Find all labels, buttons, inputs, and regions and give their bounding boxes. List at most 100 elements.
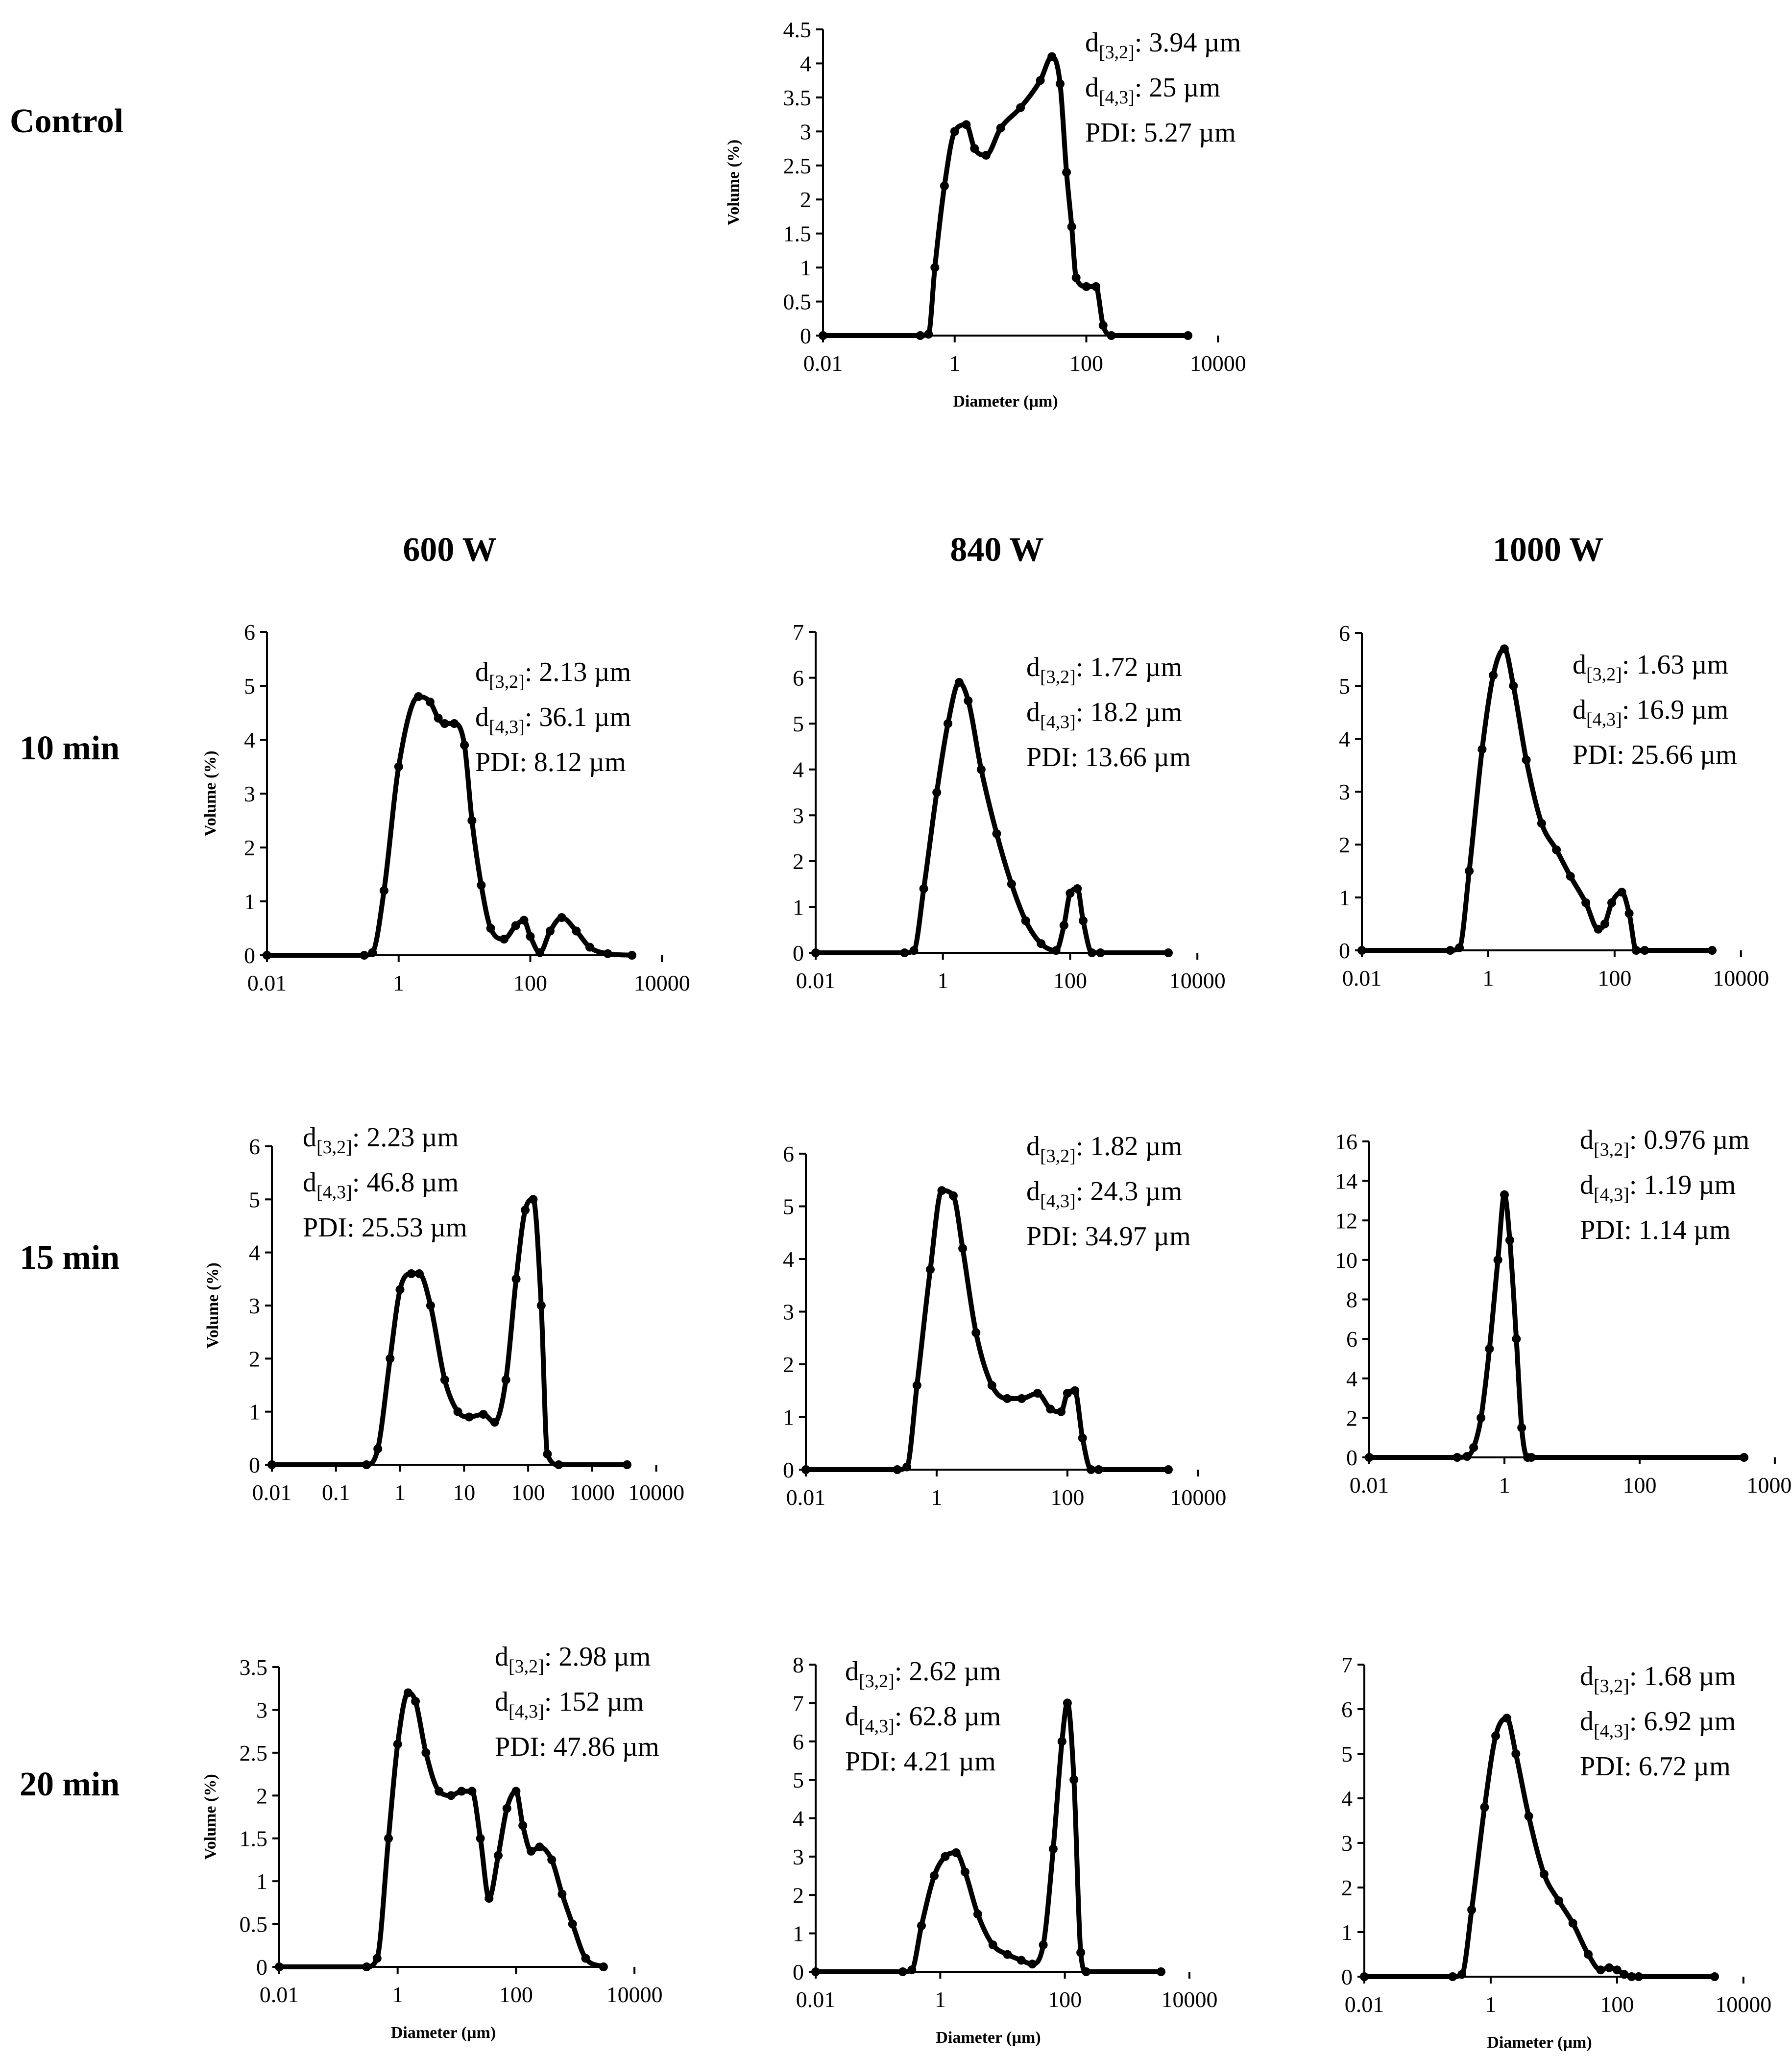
stat-pdi: PDI: 6.72 µm	[1580, 1751, 1731, 1782]
data-point	[440, 719, 449, 728]
y-tick-label: 12	[1335, 1208, 1357, 1233]
x-tick-label: 1	[949, 351, 960, 376]
x-tick-label: 10000	[606, 1982, 663, 2007]
data-point	[1091, 282, 1101, 291]
stat-value: 34.97 µm	[1085, 1221, 1191, 1252]
y-tick-label: 0	[793, 941, 804, 966]
data-point	[568, 1919, 577, 1929]
x-tick-label: 1	[1482, 966, 1494, 991]
y-tick-label: 3.5	[240, 1655, 268, 1680]
data-point	[996, 123, 1005, 133]
x-tick-label: 100	[513, 970, 547, 995]
x-tick-label: 0.01	[247, 970, 287, 995]
data-point	[1062, 168, 1071, 177]
data-point	[1740, 1453, 1748, 1462]
x-axis-title: Diameter (µm)	[391, 2024, 496, 2042]
stat-d32: d[3,2]: 2.62 µm	[845, 1656, 1001, 1692]
x-axis-title: Diameter (µm)	[953, 392, 1058, 411]
stat-d43: d[4,3]: 152 µm	[495, 1687, 644, 1722]
stat-d32: d[3,2]: 3.94 µm	[1085, 27, 1241, 63]
stat-value: 1.19 µm	[1644, 1170, 1736, 1200]
column-label-600w: 600 W	[403, 531, 496, 569]
column-label-840w: 840 W	[950, 531, 1043, 569]
data-point	[572, 926, 581, 936]
stat-d32: d[3,2]: 1.72 µm	[1026, 652, 1182, 687]
y-tick-label: 0	[800, 323, 811, 348]
data-point	[1566, 871, 1575, 881]
data-point	[490, 1418, 499, 1427]
data-point	[494, 1851, 503, 1860]
y-tick-label: 1	[1339, 885, 1350, 910]
x-tick-label: 100	[1600, 1992, 1634, 2017]
chart-600w-20min: 0 0.5 1 1.5 2 2.5 3 3.5 0.01 1 100 10000 Diameter (µ…	[201, 1642, 663, 2042]
data-point	[1157, 1967, 1165, 1976]
x-tick-label: 100	[1598, 966, 1631, 991]
data-point	[801, 1465, 810, 1474]
y-tick-label: 0	[244, 943, 255, 968]
charts-layer: 00.511.522.533.544.50.01 1 100 10000Diamete…	[201, 17, 1792, 2052]
y-tick-label: 3	[244, 781, 255, 806]
data-point	[623, 1460, 631, 1469]
stat-pdi: PDI: 4.21 µm	[845, 1746, 996, 1777]
stat-pdi: PDI: 1.14 µm	[1580, 1215, 1731, 1245]
data-point	[912, 1381, 921, 1390]
data-point	[988, 1940, 997, 1950]
data-point	[1627, 1972, 1636, 1981]
x-tick-label: 10000	[1715, 1992, 1771, 2017]
data-point	[467, 1787, 477, 1796]
data-point	[1365, 1453, 1374, 1462]
stat-value: 36.1 µm	[539, 702, 631, 732]
stat-d43: d[4,3]: 1.19 µm	[1580, 1170, 1736, 1205]
data-point	[502, 1804, 511, 1813]
chart-840w-10min: 0 1 2 3 4 5 6 7 0.01 1 100 10000 d[3,2]: 1.72 µm d[4,…	[793, 620, 1226, 993]
y-tick-label: 1	[256, 1869, 267, 1894]
stat-value: 1.72 µm	[1090, 652, 1182, 682]
data-point	[1467, 1905, 1477, 1914]
y-tick-label: 7	[793, 620, 804, 645]
data-point	[404, 1688, 412, 1697]
data-point	[476, 1834, 485, 1843]
row-label-10min: 10 min	[20, 729, 120, 767]
data-point	[1033, 1389, 1042, 1398]
data-point	[464, 1412, 474, 1422]
y-tick-label: 1	[800, 255, 811, 280]
x-tick-label: 100	[1053, 968, 1087, 993]
y-tick-label: 2	[256, 1783, 267, 1808]
data-point	[1537, 819, 1546, 828]
data-point	[1067, 222, 1076, 231]
y-tick-label: 1.5	[240, 1826, 268, 1851]
stat-pdi: PDI: 34.97 µm	[1026, 1221, 1191, 1252]
x-tick-label: 10000	[1190, 351, 1246, 376]
data-point	[811, 948, 820, 957]
data-point	[1552, 845, 1561, 854]
stat-value: 8.12 µm	[534, 747, 626, 777]
data-point	[1073, 884, 1082, 893]
y-tick-label: 0	[249, 1452, 260, 1477]
y-axis-title: Volume (%)	[204, 1262, 222, 1348]
data-point	[1624, 909, 1634, 918]
data-point	[425, 698, 435, 706]
data-point	[1708, 946, 1717, 955]
data-point	[1526, 1453, 1536, 1462]
x-tick-label: 10000	[1170, 1485, 1226, 1510]
data-point	[1607, 898, 1616, 907]
stat-value: 25.66 µm	[1631, 740, 1737, 770]
data-point	[267, 1460, 276, 1469]
y-tick-label: 6	[249, 1134, 260, 1159]
control-label-group: Control	[10, 102, 123, 140]
data-point	[1047, 52, 1057, 61]
data-point	[917, 1921, 926, 1930]
data-point	[1465, 867, 1474, 875]
data-point	[1491, 1731, 1501, 1741]
y-tick-label: 2	[1339, 832, 1350, 857]
stat-d43: d[4,3]: 46.8 µm	[303, 1167, 459, 1203]
y-tick-label: 0	[1341, 1964, 1353, 1989]
data-point	[1581, 898, 1591, 907]
data-point	[1164, 948, 1173, 957]
data-point	[932, 788, 942, 797]
data-point	[1489, 671, 1498, 680]
data-point	[1457, 1970, 1467, 1979]
data-point	[1617, 888, 1626, 897]
data-point	[546, 926, 555, 936]
